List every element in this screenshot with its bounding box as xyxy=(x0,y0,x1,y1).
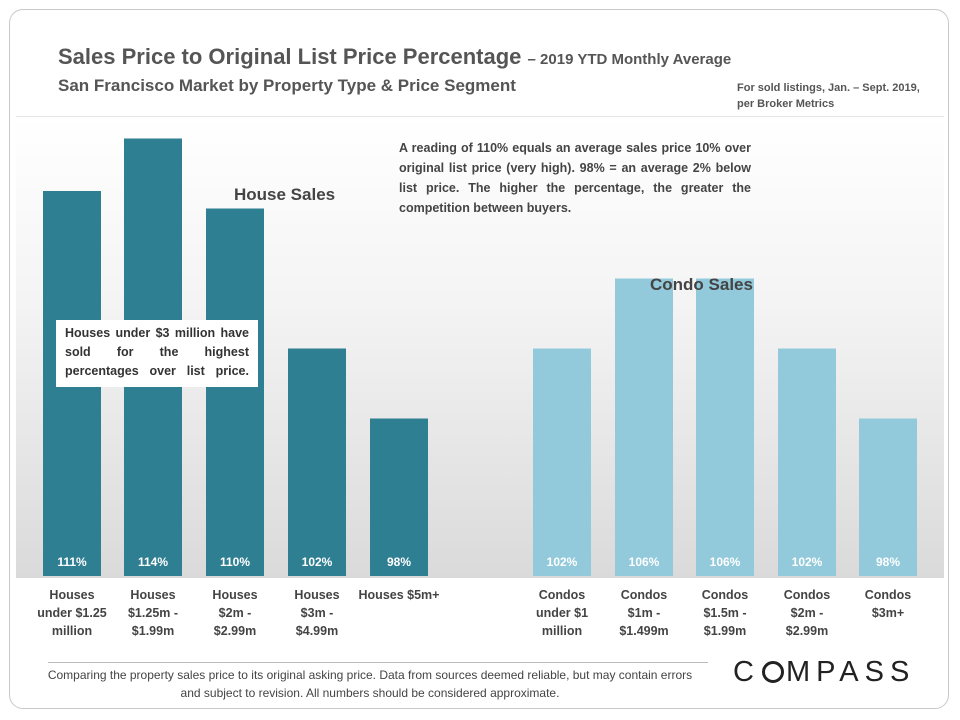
data-label-condos-3m: 98% xyxy=(876,555,900,569)
tick-label-condos-under-1-million: Condos under $1 million xyxy=(536,588,588,638)
data-label-houses-under-1-25-million: 111% xyxy=(57,555,87,569)
condo-sales-title: Condo Sales xyxy=(650,275,753,294)
footer-disclaimer: Comparing the property sales price to it… xyxy=(47,668,693,700)
bar-condos-3m xyxy=(859,418,917,576)
tick-label-houses-3m-4-99m: Houses $3m -$4.99m xyxy=(294,588,339,638)
tick-label-houses-5m: Houses $5m+ xyxy=(359,588,440,602)
source-note: For sold listings, Jan. – Sept. 2019, pe… xyxy=(737,82,920,110)
data-label-houses-1-25m-1-99m: 114% xyxy=(138,555,168,569)
plot-top-line xyxy=(16,116,944,117)
data-label-houses-3m-4-99m: 102% xyxy=(302,555,333,569)
tick-label-condos-3m: Condos $3m+ xyxy=(865,588,912,620)
footer-divider xyxy=(48,662,708,663)
compass-logo: C MPASS xyxy=(733,656,916,688)
tick-label-condos-1m-1-499m: Condos $1m -$1.499m xyxy=(619,588,668,638)
data-label-houses-5m: 98% xyxy=(387,555,411,569)
tick-label-condos-1-5m-1-99m: Condos $1.5m -$1.99m xyxy=(702,588,749,638)
data-label-condos-1m-1-499m: 106% xyxy=(629,555,660,569)
data-label-houses-2m-2-99m: 110% xyxy=(220,555,250,569)
data-label-condos-1-5m-1-99m: 106% xyxy=(710,555,741,569)
slide-frame xyxy=(9,9,949,709)
tick-label-houses-under-1-25-million: Houses under $1.25 million xyxy=(37,588,107,638)
bar-condos-2m-2-99m xyxy=(778,348,836,576)
chart-title: Sales Price to Original List Price Perce… xyxy=(58,44,732,69)
bar-houses-5m xyxy=(370,418,428,576)
bar-condos-1m-1-499m xyxy=(615,278,673,576)
chart-subtitle: San Francisco Market by Property Type & … xyxy=(58,76,516,95)
explanation-note: A reading of 110% equals an average sale… xyxy=(399,141,751,215)
house-sales-title: House Sales xyxy=(234,185,336,204)
bar-condos-under-1-million xyxy=(533,348,591,576)
data-label-condos-under-1-million: 102% xyxy=(547,555,578,569)
bar-houses-2m-2-99m xyxy=(206,208,264,576)
data-label-condos-2m-2-99m: 102% xyxy=(792,555,823,569)
houses-callout: Houses under $3 million have sold for th… xyxy=(56,320,258,387)
tick-label-condos-2m-2-99m: Condos $2m -$2.99m xyxy=(784,588,831,638)
logo-ring-icon xyxy=(761,661,784,683)
tick-label-houses-2m-2-99m: Houses $2m -$2.99m xyxy=(212,588,257,638)
tick-label-houses-1-25m-1-99m: Houses $1.25m -$1.99m xyxy=(128,588,178,638)
bar-houses-3m-4-99m xyxy=(288,348,346,576)
bar-condos-1-5m-1-99m xyxy=(696,278,754,576)
